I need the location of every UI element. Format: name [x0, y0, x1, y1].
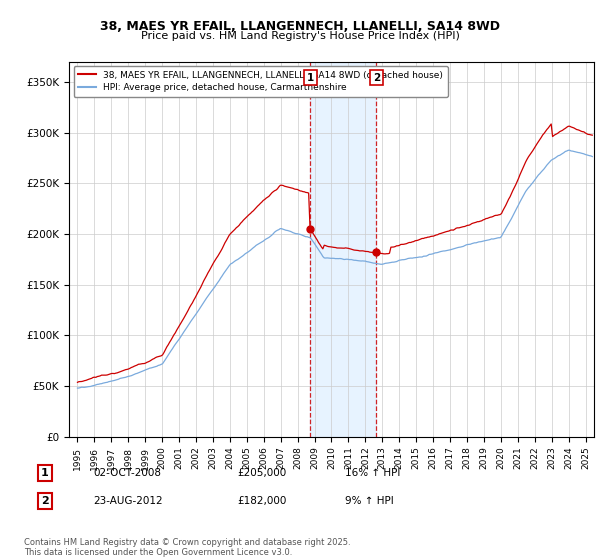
Text: 9% ↑ HPI: 9% ↑ HPI [345, 496, 394, 506]
Text: Price paid vs. HM Land Registry's House Price Index (HPI): Price paid vs. HM Land Registry's House … [140, 31, 460, 41]
Text: 1: 1 [41, 468, 49, 478]
Text: 23-AUG-2012: 23-AUG-2012 [93, 496, 163, 506]
Text: £205,000: £205,000 [237, 468, 286, 478]
Bar [310, 62, 376, 437]
Text: 38, MAES YR EFAIL, LLANGENNECH, LLANELLI, SA14 8WD: 38, MAES YR EFAIL, LLANGENNECH, LLANELLI… [100, 20, 500, 32]
Text: 02-OCT-2008: 02-OCT-2008 [93, 468, 161, 478]
Text: Contains HM Land Registry data © Crown copyright and database right 2025.
This d: Contains HM Land Registry data © Crown c… [24, 538, 350, 557]
Legend: 38, MAES YR EFAIL, LLANGENNECH, LLANELLI, SA14 8WD (detached house), HPI: Averag: 38, MAES YR EFAIL, LLANGENNECH, LLANELLI… [74, 66, 448, 97]
Text: £182,000: £182,000 [237, 496, 286, 506]
Text: 2: 2 [41, 496, 49, 506]
Text: 2: 2 [373, 73, 380, 83]
Text: 1: 1 [307, 73, 314, 83]
Text: 16% ↑ HPI: 16% ↑ HPI [345, 468, 400, 478]
